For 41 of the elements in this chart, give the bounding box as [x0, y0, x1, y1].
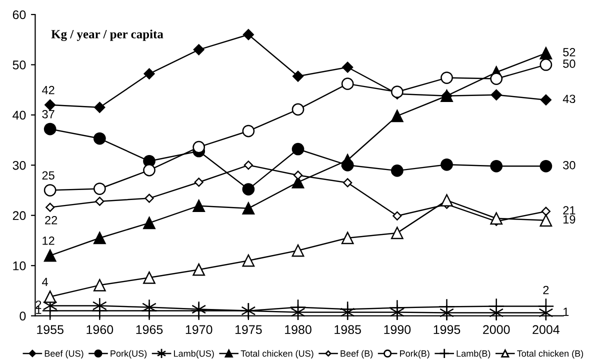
x-tick-label: 1985	[334, 325, 361, 334]
legend-label: Pork(US)	[110, 350, 147, 358]
x-tick-label: 1990	[384, 325, 411, 334]
annotation: 4	[42, 278, 48, 286]
legend-label: Beef (US)	[44, 350, 84, 358]
y-tick-label: 40	[12, 110, 26, 120]
x-tick-label: 1980	[285, 325, 312, 334]
legend-label: Total chicken (B)	[517, 350, 584, 358]
legend-label: Beef (B)	[340, 350, 373, 358]
annotation: 21	[563, 206, 576, 214]
x-tick-label: 1970	[186, 325, 212, 334]
y-tick-label: 10	[13, 261, 26, 270]
legend-label: Total chicken (US)	[240, 350, 314, 358]
annotation: 52	[563, 48, 576, 56]
y-tick-label: 60	[12, 10, 26, 20]
annotation: 12	[42, 236, 54, 245]
x-tick-label: 2004	[532, 325, 560, 334]
y-tick-label: 50	[12, 60, 26, 70]
annotation: 37	[42, 110, 54, 118]
x-tick-label: 1975	[235, 325, 262, 334]
annotation: 2	[543, 286, 549, 294]
annotation: 42	[42, 86, 54, 94]
annotation: 22	[45, 216, 58, 224]
annotation: 19	[564, 215, 576, 224]
annotation: 43	[562, 94, 576, 104]
legend-label: Lamb(US)	[174, 350, 214, 358]
x-tick-label: 2000	[483, 325, 510, 334]
y-tick-label: 0	[20, 312, 26, 320]
annotation: 30	[563, 160, 576, 170]
annotation: 25	[42, 171, 54, 180]
text: Kg / year / per capita	[51, 30, 164, 42]
annotation: 1	[564, 308, 569, 316]
legend-label: Lamb(B)	[456, 350, 490, 358]
annotation: 50	[563, 60, 576, 68]
x-tick-label: 1955	[37, 325, 64, 334]
x-tick-label: 1960	[86, 325, 114, 334]
x-tick-label: 1965	[136, 325, 163, 334]
y-tick-label: 30	[12, 160, 26, 170]
y-tick-label: 20	[12, 211, 26, 220]
x-tick-label: 1995	[434, 325, 460, 334]
legend-label: Pork(B)	[400, 350, 430, 358]
